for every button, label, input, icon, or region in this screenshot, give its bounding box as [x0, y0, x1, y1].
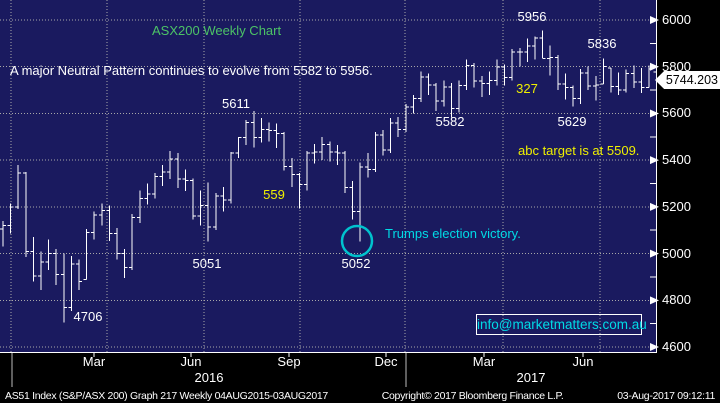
y-axis-label-5000: 5000 [662, 245, 691, 261]
y-tick-arrow [650, 343, 659, 352]
x-axis-month-label: Mar [82, 354, 106, 369]
y-axis-ticks [650, 16, 659, 352]
y-tick-arrow [650, 202, 659, 211]
y-axis-label-6000: 6000 [662, 12, 691, 27]
y-axis-label-5800: 5800 [662, 58, 691, 74]
y-tick-arrow [650, 62, 659, 71]
price-label-5611: 5611 [222, 96, 250, 111]
annotation-shapes [340, 224, 374, 258]
x-axis-month-label: Jun [180, 354, 202, 369]
y-axis-label-5600: 5600 [662, 105, 691, 121]
neutral-pattern-note: A major Neutral Pattern continues to evo… [10, 63, 373, 78]
chart-title: ASX200 Weekly Chart [152, 23, 282, 38]
x-axis-year-label: 2017 [516, 370, 546, 385]
price-label-5052: 5052 [341, 256, 371, 271]
x-axis-ticks [11, 353, 584, 387]
axis-frame [0, 0, 657, 353]
grid-lines [0, 0, 656, 352]
status-bar: AS51 Index (S&P/ASX 200) Graph 217 Weekl… [0, 389, 720, 403]
price-label-5582: 5582 [435, 114, 465, 129]
price-label-5836: 5836 [587, 36, 617, 51]
y-tick-arrow [650, 109, 659, 118]
x-axis-year-label: 2016 [194, 370, 224, 385]
price-label-5051: 5051 [192, 256, 222, 271]
price-label-5956: 5956 [517, 9, 547, 24]
x-axis-month-label: Dec [374, 354, 398, 369]
abc-target-annotation: abc target is at 5509. [518, 143, 640, 158]
price-label-559: 559 [263, 187, 285, 202]
x-axis-month-label: Mar [472, 354, 496, 369]
y-tick-arrow [650, 16, 659, 24]
x-axis-month-label: Jun [572, 354, 594, 369]
y-tick-arrow [650, 249, 659, 258]
contact-info-box[interactable]: info@marketmatters.com.au [476, 314, 647, 335]
last-price-tag: 5744.203 [655, 71, 720, 89]
price-label-5629: 5629 [557, 114, 587, 129]
y-axis-label-5400: 5400 [662, 152, 691, 168]
ohlc-bars [0, 30, 660, 323]
x-axis-month-label: Sep [277, 354, 301, 369]
status-bar-security: AS51 Index (S&P/ASX 200) Graph 217 Weekl… [5, 390, 328, 402]
y-tick-arrow [650, 156, 659, 165]
chart-plot-background [0, 0, 656, 352]
y-axis-label-4600: 4600 [662, 339, 691, 355]
status-bar-datetime: 03-Aug-2017 09:12:11 [617, 390, 715, 402]
price-label-4706: 4706 [73, 309, 103, 324]
y-axis-label-4800: 4800 [662, 292, 691, 308]
contact-email[interactable]: info@marketmatters.com.au [477, 317, 647, 332]
price-label-327: 327 [516, 81, 538, 96]
status-bar-copyright: Copyright© 2017 Bloomberg Finance L.P. [381, 390, 564, 402]
trump-election-circle [340, 224, 374, 258]
y-axis-label-5200: 5200 [662, 198, 691, 214]
y-tick-arrow [650, 296, 659, 305]
trump-election-annotation: Trumps election victory. [385, 226, 521, 241]
